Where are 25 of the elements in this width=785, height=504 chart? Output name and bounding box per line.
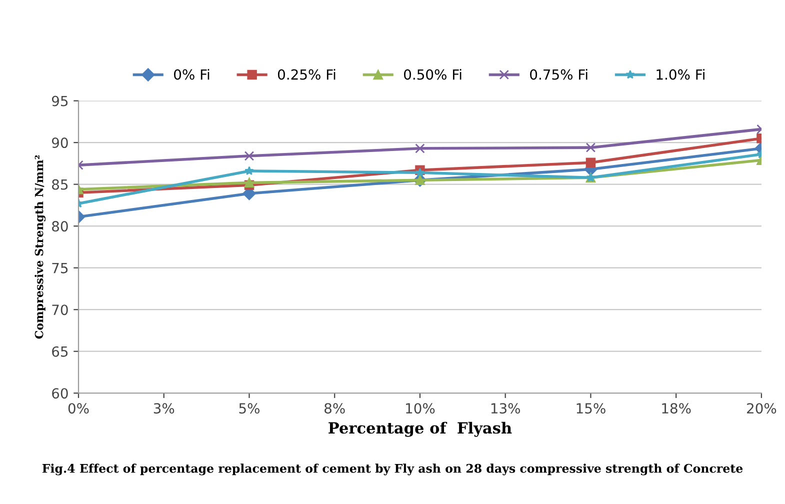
legend-label: 0.25% Fi [278,69,336,80]
y-tick-label: 65 [52,346,68,357]
caption: Fig.4 Effect of percentage replacement of cement by Fly ash on 28 days compressive strength of Concrete [42,464,743,476]
legend-label: 0.75% Fi [530,69,588,80]
y-tick-label: 85 [52,179,68,190]
y-tick-label: 90 [52,138,68,148]
legend-label: 0.50% Fi [404,69,462,80]
legend-label: 0% Fi [174,69,210,80]
x-tick-label: 0% [68,403,89,414]
x-tick-label: 20% [747,403,776,414]
x-tick-label: 5% [239,403,260,414]
y-tick-label: 95 [52,96,68,106]
x-tick-label: 10% [406,403,435,414]
y-tick-label: 60 [52,388,68,399]
x-tick-label: 8% [324,403,345,414]
y-tick-label: 80 [52,221,68,232]
x-tick-label: 3% [154,403,174,414]
x-tick-label: 18% [662,403,691,414]
y-tick-label: 75 [52,262,68,274]
y-tick-label: 70 [52,304,68,316]
legend-label: 1.0% Fi [656,69,704,80]
x-tick-label: 15% [576,403,606,414]
y-axis-title: Compressive Strength N/mm² [34,155,46,339]
x-axis-title: Percentage of Flyash [328,422,512,437]
x-tick-label: 13% [491,403,520,414]
